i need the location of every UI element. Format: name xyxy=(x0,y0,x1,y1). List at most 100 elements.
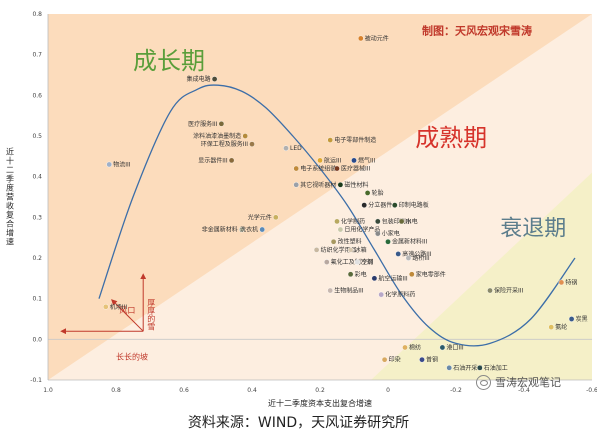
data-point xyxy=(378,291,385,298)
x-axis-label: 近十二季度资本支出复合增速 xyxy=(268,398,372,408)
x-tick-label: -0.6 xyxy=(586,387,597,394)
point-label: 港口III xyxy=(446,343,464,351)
point-label: 改性塑料 xyxy=(338,238,362,246)
point-label: 氟化工及制冷剂 xyxy=(331,258,373,266)
data-point xyxy=(385,238,391,245)
point-label: 集成电路 xyxy=(187,75,211,83)
watermark: 雪涛宏观笔记 xyxy=(476,374,561,390)
data-point xyxy=(228,157,235,164)
point-label: 非金属新材料 xyxy=(202,226,238,234)
data-point xyxy=(249,141,255,147)
data-point xyxy=(211,76,218,82)
point-label: 生物制品III xyxy=(334,287,364,295)
data-point xyxy=(351,157,357,164)
y-tick-label: 0.8 xyxy=(32,11,42,18)
data-point xyxy=(446,364,453,371)
point-label: 医疗器械III xyxy=(341,165,371,173)
data-point xyxy=(395,251,402,257)
point-label: 路桥III xyxy=(412,254,430,262)
point-label: 石油开采III xyxy=(453,364,483,372)
data-point xyxy=(364,190,371,196)
data-point xyxy=(381,356,388,363)
point-label: 彩电 xyxy=(355,270,367,278)
y-axis-label: 近十二季度营收复合增速 xyxy=(6,147,15,247)
data-point xyxy=(548,324,555,330)
y-tick-label: 0.7 xyxy=(32,52,42,59)
y-tick-label: 0.6 xyxy=(32,92,42,99)
point-label: 环保工程及服务III xyxy=(201,140,249,148)
data-point xyxy=(313,247,320,253)
annotation-snow: 厚厚的雪 xyxy=(147,299,156,332)
data-point xyxy=(334,218,340,225)
point-label: 洗衣机 xyxy=(240,226,258,234)
point-label: 水电 xyxy=(406,217,418,225)
annotation-slope: 长长的坡 xyxy=(116,352,148,362)
x-tick-label: 0.2 xyxy=(315,387,325,394)
point-label: 电子零部件制造 xyxy=(334,136,376,144)
y-tick-label: 0.4 xyxy=(32,174,42,181)
data-point xyxy=(487,287,493,294)
data-point xyxy=(323,259,330,265)
point-label: 纺织化学用品 xyxy=(321,246,357,254)
y-tick-label: -0.1 xyxy=(30,377,42,384)
data-point xyxy=(347,271,354,278)
watermark-text: 雪涛宏观笔记 xyxy=(495,376,561,389)
point-label: 化学制药 xyxy=(341,217,365,225)
data-point xyxy=(259,226,266,233)
point-label: 燃气III xyxy=(358,156,376,164)
point-label: 被动元件 xyxy=(365,34,389,42)
data-point xyxy=(347,247,354,253)
y-tick-label: 0.0 xyxy=(32,336,42,343)
point-label: 棉纺 xyxy=(409,343,421,351)
data-point xyxy=(317,157,323,164)
x-tick-label: 1.0 xyxy=(43,387,53,394)
x-tick-label: 0.4 xyxy=(247,387,257,394)
arrow-diag xyxy=(111,299,144,332)
data-point xyxy=(293,181,300,188)
x-tick-label: -0.2 xyxy=(450,387,462,394)
region-label-decline: 衰退期 xyxy=(500,217,566,242)
data-point xyxy=(439,344,446,351)
data-point xyxy=(283,145,289,151)
x-tick-label: 0.6 xyxy=(179,387,189,394)
data-point xyxy=(238,226,245,233)
point-label: 小家电 xyxy=(382,230,400,238)
point-label: 特钢 xyxy=(565,278,577,286)
data-point xyxy=(408,271,415,278)
point-label: 保险开采III xyxy=(494,287,524,295)
data-point xyxy=(568,316,575,322)
data-point xyxy=(354,259,361,265)
y-tick-label: 0.5 xyxy=(32,133,42,140)
data-point xyxy=(327,137,334,143)
point-label: 高速公路III xyxy=(402,250,432,258)
point-label: 涂料油漆油墨制造 xyxy=(193,132,241,140)
data-point xyxy=(272,214,279,221)
point-label: 电子系统组装 xyxy=(300,165,336,173)
data-point xyxy=(371,275,378,282)
trend-line xyxy=(98,84,576,347)
data-point xyxy=(402,344,408,351)
data-point xyxy=(103,303,109,310)
data-point xyxy=(242,133,248,139)
region-decline-bg xyxy=(371,172,592,380)
data-point xyxy=(327,287,334,294)
data-point xyxy=(374,230,381,237)
data-point xyxy=(337,181,344,188)
data-point xyxy=(476,364,483,371)
data-point xyxy=(391,202,398,208)
data-point xyxy=(405,255,412,261)
annotation-wind: 风口 xyxy=(119,306,135,315)
point-label: 轮胎 xyxy=(372,189,384,197)
point-label: 物流III xyxy=(113,160,131,168)
y-tick-label: 0.3 xyxy=(32,214,42,221)
point-label: 航运III xyxy=(324,156,342,164)
data-point xyxy=(334,165,340,172)
point-label: 空调 xyxy=(361,258,373,266)
x-tick-label: 0 xyxy=(386,387,390,394)
point-label: 炭黑 xyxy=(576,316,588,323)
point-label: 普钢 xyxy=(426,356,438,364)
point-label: 家电零部件 xyxy=(416,270,446,278)
point-label: 包装印刷III xyxy=(382,217,412,225)
scatter-chart: -0.1 0.0 0.1 0.2 0.3 0.4 0.5 0.6 0.7 0.8 1.0 0.8 0.6… xyxy=(6,11,597,408)
data-point xyxy=(374,218,381,225)
